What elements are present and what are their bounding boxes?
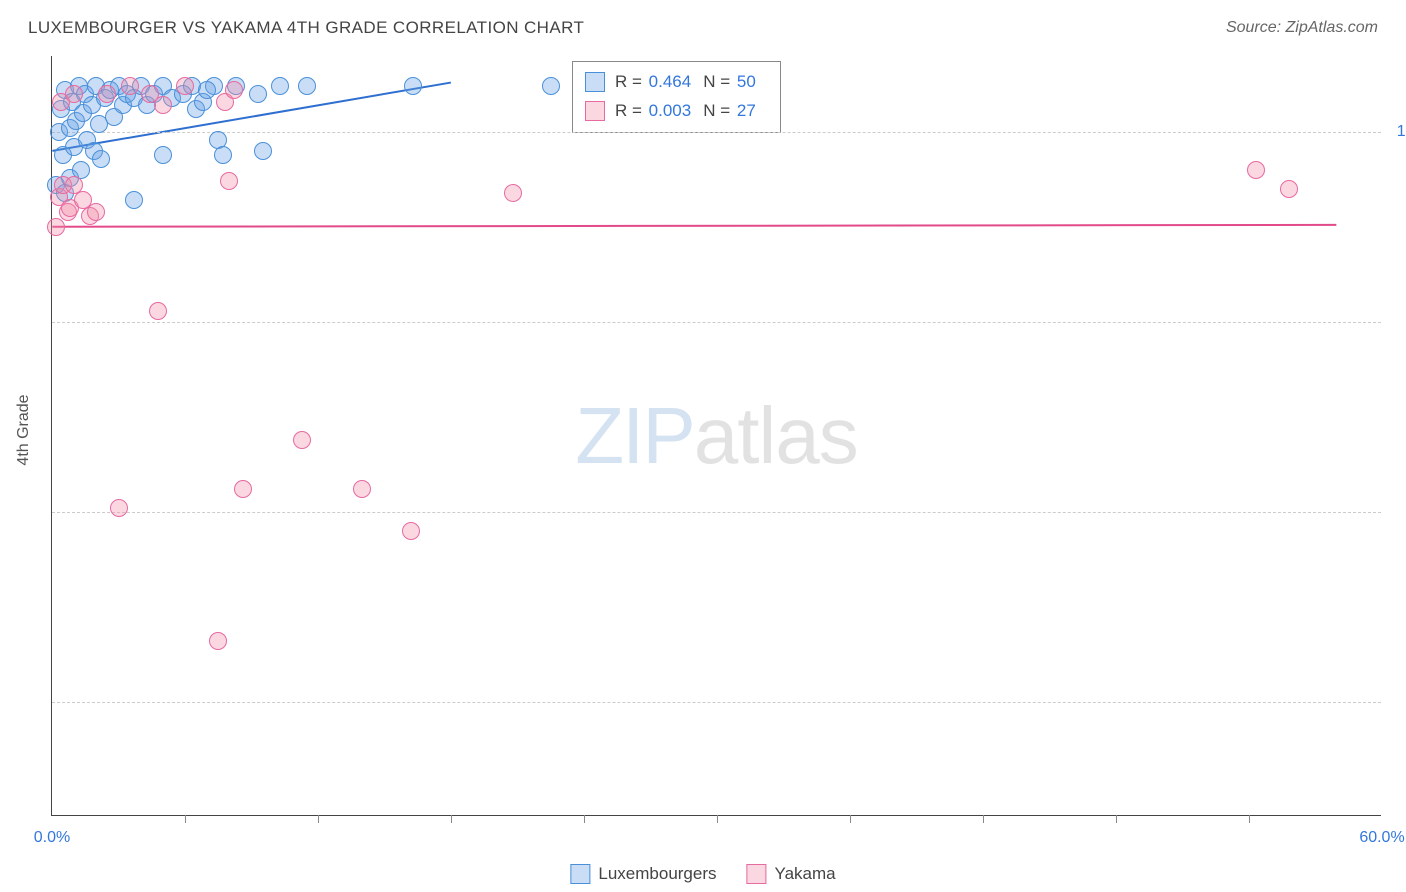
legend-label-1: Luxembourgers: [598, 864, 716, 884]
source-label: Source: ZipAtlas.com: [1226, 19, 1378, 37]
data-point: [249, 85, 267, 103]
data-point: [353, 480, 371, 498]
data-point: [87, 203, 105, 221]
y-tick-label: 95.0%: [1391, 313, 1406, 331]
x-tick: [584, 815, 585, 823]
data-point: [1247, 161, 1265, 179]
data-point: [298, 77, 316, 95]
data-point: [504, 184, 522, 202]
data-point: [254, 142, 272, 160]
x-tick: [717, 815, 718, 823]
data-point: [214, 146, 232, 164]
correlation-legend: R = 0.464N = 50 R = 0.003N = 27: [572, 61, 781, 133]
data-point: [149, 302, 167, 320]
y-tick-label: 100.0%: [1391, 123, 1406, 141]
legend-label-2: Yakama: [775, 864, 836, 884]
data-point: [125, 191, 143, 209]
x-tick: [1249, 815, 1250, 823]
bottom-legend: Luxembourgers Yakama: [570, 864, 835, 884]
data-point: [404, 77, 422, 95]
gridline: [52, 512, 1381, 513]
scatter-chart: ZIPatlas R = 0.464N = 50 R = 0.003N = 27…: [51, 56, 1381, 816]
watermark: ZIPatlas: [575, 390, 857, 482]
data-point: [542, 77, 560, 95]
x-tick: [850, 815, 851, 823]
data-point: [176, 77, 194, 95]
data-point: [293, 431, 311, 449]
data-point: [92, 150, 110, 168]
x-tick-label: 0.0%: [34, 829, 70, 847]
data-point: [402, 522, 420, 540]
x-tick: [185, 815, 186, 823]
x-tick: [983, 815, 984, 823]
data-point: [65, 85, 83, 103]
gridline: [52, 702, 1381, 703]
data-point: [47, 218, 65, 236]
data-point: [154, 96, 172, 114]
x-tick: [1116, 815, 1117, 823]
x-tick: [451, 815, 452, 823]
data-point: [154, 146, 172, 164]
x-tick-label: 60.0%: [1359, 829, 1404, 847]
swatch-series-2: [585, 101, 605, 121]
chart-title: LUXEMBOURGER VS YAKAMA 4TH GRADE CORRELA…: [28, 18, 584, 38]
y-axis-label: 4th Grade: [15, 394, 33, 465]
swatch-yakama: [747, 864, 767, 884]
data-point: [271, 77, 289, 95]
data-point: [234, 480, 252, 498]
swatch-luxembourgers: [570, 864, 590, 884]
data-point: [110, 499, 128, 517]
data-point: [1280, 180, 1298, 198]
data-point: [209, 632, 227, 650]
gridline: [52, 322, 1381, 323]
data-point: [198, 81, 216, 99]
data-point: [98, 85, 116, 103]
y-tick-label: 85.0%: [1391, 693, 1406, 711]
data-point: [220, 172, 238, 190]
gridline: [52, 132, 1381, 133]
y-tick-label: 90.0%: [1391, 503, 1406, 521]
data-point: [121, 77, 139, 95]
data-point: [225, 81, 243, 99]
swatch-series-1: [585, 72, 605, 92]
x-tick: [318, 815, 319, 823]
